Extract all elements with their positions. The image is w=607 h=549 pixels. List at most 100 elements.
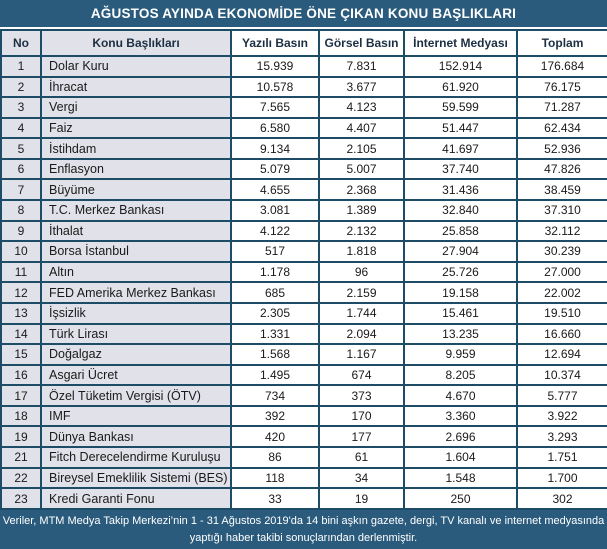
cell-print-press: 33	[230, 487, 320, 510]
cell-visual-press: 2.368	[318, 178, 405, 202]
cell-topic: FED Amerika Merkez Bankası	[40, 281, 232, 304]
page-title: AĞUSTOS AYINDA EKONOMİDE ÖNE ÇIKAN KONU …	[0, 0, 607, 27]
cell-internet-media: 51.447	[403, 116, 518, 140]
cell-visual-press: 1.818	[318, 240, 405, 263]
cell-total: 12.694	[516, 343, 607, 366]
cell-internet-media: 25.726	[403, 260, 518, 284]
cell-topic: Vergi	[40, 96, 232, 119]
cell-print-press: 7.565	[230, 96, 320, 119]
cell-no: 9	[0, 219, 42, 243]
cell-topic: Özel Tüketim Vergisi (ÖTV)	[40, 384, 232, 407]
cell-print-press: 1.495	[230, 363, 320, 387]
cell-no: 15	[0, 343, 42, 366]
cell-topic: Borsa İstanbul	[40, 240, 232, 263]
cell-visual-press: 7.831	[318, 55, 405, 78]
cell-no: 11	[0, 260, 42, 284]
cell-total: 1.751	[516, 446, 607, 469]
cell-visual-press: 34	[318, 466, 405, 490]
cell-no: 12	[0, 281, 42, 304]
cell-internet-media: 13.235	[403, 322, 518, 346]
table-row: 15 Doğalgaz 1.568 1.167 9.959 12.694	[0, 343, 607, 366]
cell-topic: Dolar Kuru	[40, 55, 232, 78]
cell-visual-press: 373	[318, 384, 405, 407]
cell-no: 19	[0, 425, 42, 448]
cell-no: 14	[0, 322, 42, 346]
table-row: 3 Vergi 7.565 4.123 59.599 71.287	[0, 96, 607, 119]
cell-visual-press: 1.744	[318, 301, 405, 325]
cell-total: 176.684	[516, 55, 607, 78]
cell-visual-press: 5.007	[318, 157, 405, 181]
table-row: 19 Dünya Bankası 420 177 2.696 3.293	[0, 425, 607, 448]
cell-visual-press: 4.123	[318, 96, 405, 119]
cell-topic: İthalat	[40, 219, 232, 243]
cell-total: 76.175	[516, 75, 607, 99]
table-row: 6 Enflasyon 5.079 5.007 37.740 47.826	[0, 157, 607, 181]
cell-topic: İşsizlik	[40, 301, 232, 325]
cell-no: 21	[0, 446, 42, 469]
cell-print-press: 10.578	[230, 75, 320, 99]
cell-visual-press: 3.677	[318, 75, 405, 99]
cell-total: 52.936	[516, 137, 607, 160]
cell-internet-media: 25.858	[403, 219, 518, 243]
col-header-total: Toplam	[516, 29, 607, 57]
cell-visual-press: 61	[318, 446, 405, 469]
source-note: Veriler, MTM Medya Takip Merkezi’nin 1 -…	[0, 510, 607, 549]
cell-internet-media: 1.548	[403, 466, 518, 490]
cell-total: 37.310	[516, 199, 607, 222]
cell-visual-press: 170	[318, 404, 405, 428]
cell-topic: İhracat	[40, 75, 232, 99]
cell-no: 13	[0, 301, 42, 325]
cell-total: 62.434	[516, 116, 607, 140]
cell-internet-media: 3.360	[403, 404, 518, 428]
cell-no: 16	[0, 363, 42, 387]
cell-total: 32.112	[516, 219, 607, 243]
cell-no: 18	[0, 404, 42, 428]
table-row: 16 Asgari Ücret 1.495 674 8.205 10.374	[0, 363, 607, 387]
cell-visual-press: 2.094	[318, 322, 405, 346]
cell-topic: Altın	[40, 260, 232, 284]
col-header-no: No	[0, 29, 42, 57]
cell-print-press: 392	[230, 404, 320, 428]
cell-visual-press: 674	[318, 363, 405, 387]
cell-total: 71.287	[516, 96, 607, 119]
cell-total: 19.510	[516, 301, 607, 325]
cell-no: 22	[0, 466, 42, 490]
cell-no: 6	[0, 157, 42, 181]
cell-total: 3.293	[516, 425, 607, 448]
cell-no: 7	[0, 178, 42, 202]
cell-internet-media: 152.914	[403, 55, 518, 78]
cell-print-press: 86	[230, 446, 320, 469]
cell-total: 5.777	[516, 384, 607, 407]
cell-visual-press: 96	[318, 260, 405, 284]
table-header: No Konu Başlıkları Yazılı Basın Görsel B…	[0, 29, 607, 57]
table-row: 8 T.C. Merkez Bankası 3.081 1.389 32.840 37.3…	[0, 199, 607, 222]
cell-total: 302	[516, 487, 607, 510]
cell-print-press: 6.580	[230, 116, 320, 140]
cell-print-press: 685	[230, 281, 320, 304]
table-row: 5 İstihdam 9.134 2.105 41.697 52.936	[0, 137, 607, 160]
cell-visual-press: 177	[318, 425, 405, 448]
cell-topic: T.C. Merkez Bankası	[40, 199, 232, 222]
cell-topic: Enflasyon	[40, 157, 232, 181]
cell-internet-media: 61.920	[403, 75, 518, 99]
topics-table: No Konu Başlıkları Yazılı Basın Görsel B…	[0, 29, 607, 510]
cell-internet-media: 4.670	[403, 384, 518, 407]
cell-topic: IMF	[40, 404, 232, 428]
cell-total: 27.000	[516, 260, 607, 284]
cell-topic: Doğalgaz	[40, 343, 232, 366]
cell-print-press: 2.305	[230, 301, 320, 325]
cell-total: 3.922	[516, 404, 607, 428]
header-row: No Konu Başlıkları Yazılı Basın Görsel B…	[0, 29, 607, 57]
table-row: 18 IMF 392 170 3.360 3.922	[0, 404, 607, 428]
cell-internet-media: 15.461	[403, 301, 518, 325]
table-row: 21 Fitch Derecelendirme Kuruluşu 86 61 1.604…	[0, 446, 607, 469]
cell-topic: İstihdam	[40, 137, 232, 160]
cell-no: 5	[0, 137, 42, 160]
cell-print-press: 1.568	[230, 343, 320, 366]
cell-visual-press: 19	[318, 487, 405, 510]
cell-internet-media: 8.205	[403, 363, 518, 387]
cell-total: 1.700	[516, 466, 607, 490]
table-row: 1 Dolar Kuru 15.939 7.831 152.914 176.684	[0, 55, 607, 78]
cell-total: 10.374	[516, 363, 607, 387]
